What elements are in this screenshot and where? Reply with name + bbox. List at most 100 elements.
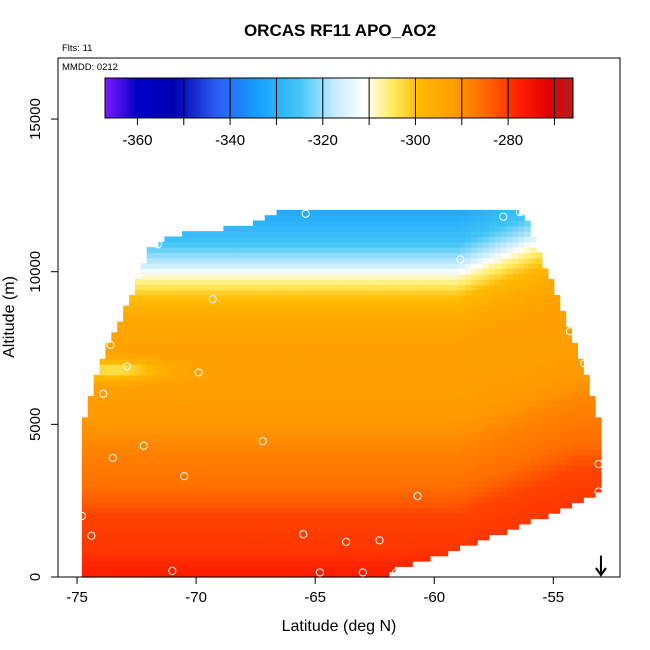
heatmap-cell bbox=[423, 374, 431, 381]
heatmap-cell bbox=[241, 443, 248, 450]
heatmap-cell bbox=[111, 497, 118, 504]
heatmap-cell bbox=[182, 241, 189, 248]
heatmap-cell bbox=[364, 380, 372, 387]
heatmap-cell bbox=[341, 342, 348, 349]
heatmap-cell bbox=[294, 263, 301, 269]
heatmap-cell bbox=[235, 241, 242, 248]
heatmap-cell bbox=[335, 374, 342, 381]
heatmap-cell bbox=[471, 486, 478, 493]
heatmap-cell bbox=[176, 470, 183, 477]
heatmap-cell bbox=[229, 289, 236, 296]
heatmap-cell bbox=[182, 284, 189, 291]
heatmap-cell bbox=[246, 332, 254, 339]
heatmap-cell bbox=[388, 497, 396, 504]
heatmap-cell bbox=[140, 406, 148, 413]
heatmap-cell bbox=[494, 417, 502, 424]
heatmap-cell bbox=[453, 396, 460, 403]
heatmap-cell bbox=[211, 231, 219, 238]
heatmap-cell bbox=[429, 380, 437, 387]
heatmap-cell bbox=[412, 364, 419, 371]
heatmap-cell bbox=[199, 539, 207, 546]
heatmap-cell bbox=[429, 231, 437, 238]
heatmap-cell bbox=[370, 502, 378, 509]
heatmap-cell bbox=[87, 396, 95, 403]
heatmap-cell bbox=[477, 438, 484, 445]
heatmap-cell bbox=[270, 263, 278, 269]
heatmap-cell bbox=[488, 406, 496, 413]
heatmap-cell bbox=[235, 475, 242, 482]
heatmap-cell bbox=[465, 491, 472, 498]
heatmap-cell bbox=[494, 316, 502, 323]
heatmap-cell bbox=[146, 401, 154, 408]
heatmap-cell bbox=[406, 326, 413, 333]
heatmap-cell bbox=[264, 465, 272, 472]
heatmap-cell bbox=[188, 279, 195, 285]
heatmap-cell bbox=[229, 428, 236, 434]
heatmap-cell bbox=[488, 273, 496, 280]
heatmap-cell bbox=[152, 316, 160, 323]
heatmap-cell bbox=[518, 268, 525, 275]
heatmap-cell bbox=[117, 534, 124, 541]
heatmap-cell bbox=[394, 284, 401, 291]
heatmap-cell bbox=[140, 481, 148, 488]
heatmap-cell bbox=[170, 491, 177, 498]
heatmap-cell bbox=[394, 518, 401, 525]
heatmap-cell bbox=[93, 561, 101, 567]
heatmap-cell bbox=[394, 534, 401, 541]
heatmap-cell bbox=[300, 369, 307, 376]
heatmap-cell bbox=[547, 401, 555, 408]
heatmap-cell bbox=[423, 295, 431, 301]
heatmap-cell bbox=[205, 353, 213, 360]
heatmap-cell bbox=[305, 481, 313, 488]
heatmap-cell bbox=[317, 284, 325, 291]
heatmap-cell bbox=[111, 534, 118, 541]
heatmap-cell bbox=[406, 539, 413, 546]
heatmap-cell bbox=[164, 289, 171, 296]
heatmap-cell bbox=[164, 268, 171, 275]
heatmap-cell bbox=[547, 358, 555, 365]
heatmap-cell bbox=[252, 390, 260, 397]
heatmap-cell bbox=[146, 443, 154, 450]
heatmap-cell bbox=[447, 396, 455, 403]
heatmap-cell bbox=[111, 555, 118, 562]
heatmap-cell bbox=[488, 326, 496, 333]
heatmap-cell bbox=[105, 491, 112, 498]
heatmap-cell bbox=[270, 295, 278, 301]
heatmap-cell bbox=[199, 374, 207, 381]
heatmap-cell bbox=[93, 443, 101, 450]
heatmap-cell bbox=[288, 252, 295, 259]
heatmap-cell bbox=[406, 369, 413, 376]
heatmap-cell bbox=[459, 353, 466, 360]
heatmap-cell bbox=[282, 433, 289, 440]
heatmap-cell bbox=[117, 385, 124, 392]
heatmap-cell bbox=[305, 289, 313, 296]
heatmap-cell bbox=[518, 401, 525, 408]
heatmap-cell bbox=[471, 284, 478, 291]
heatmap-cell bbox=[423, 550, 431, 557]
heatmap-cell bbox=[258, 417, 266, 424]
heatmap-cell bbox=[400, 337, 407, 344]
heatmap-cell bbox=[152, 326, 160, 333]
heatmap-cell bbox=[429, 475, 437, 482]
heatmap-cell bbox=[288, 555, 295, 562]
heatmap-cell bbox=[359, 252, 366, 259]
heatmap-cell bbox=[429, 433, 437, 440]
heatmap-cell bbox=[465, 289, 472, 296]
heatmap-cell bbox=[188, 401, 195, 408]
heatmap-cell bbox=[376, 284, 384, 291]
heatmap-cell bbox=[211, 486, 219, 493]
heatmap-cell bbox=[294, 321, 301, 328]
heatmap-cell bbox=[400, 305, 407, 312]
heatmap-cell bbox=[158, 491, 165, 498]
heatmap-cell bbox=[199, 289, 207, 296]
heatmap-cell bbox=[459, 465, 466, 472]
heatmap-cell bbox=[164, 241, 171, 248]
heatmap-cell bbox=[518, 231, 525, 238]
heatmap-cell bbox=[329, 422, 337, 429]
heatmap-cell bbox=[512, 247, 519, 254]
heatmap-cell bbox=[229, 396, 236, 403]
heatmap-cell bbox=[435, 321, 443, 328]
heatmap-cell bbox=[453, 513, 460, 520]
heatmap-cell bbox=[494, 438, 502, 445]
heatmap-cell bbox=[270, 539, 278, 546]
